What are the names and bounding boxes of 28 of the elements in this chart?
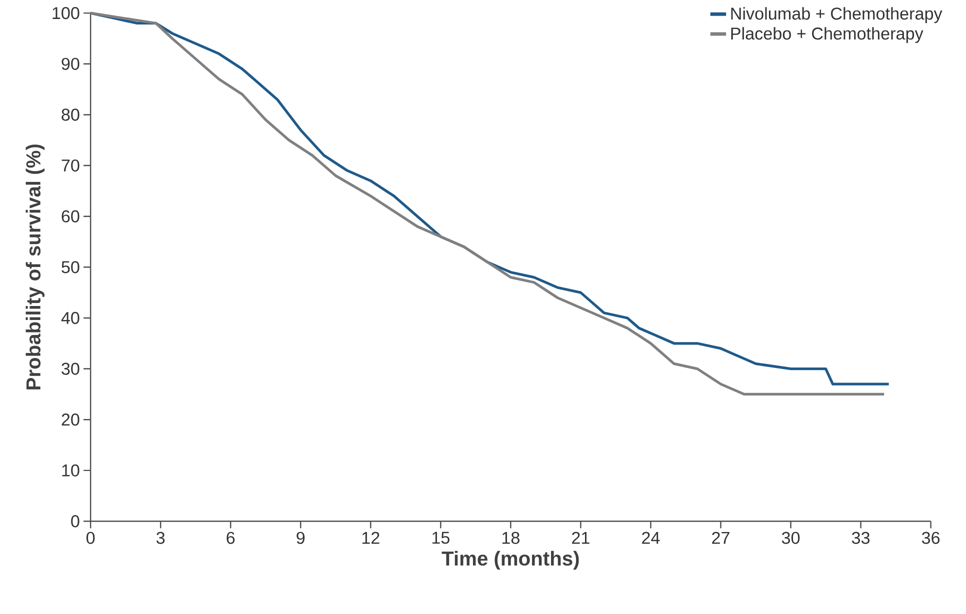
x-tick-label: 3 xyxy=(156,532,165,544)
y-tick-label: 40 xyxy=(61,312,80,324)
x-tick-label: 12 xyxy=(362,532,380,544)
y-tick-label: 50 xyxy=(62,261,80,274)
y-axis-title: Probability of survival (%) xyxy=(26,144,45,390)
y-tick-label: 100 xyxy=(52,7,80,20)
y-tick-label: 60 xyxy=(62,210,80,222)
x-tick-label: 9 xyxy=(296,532,305,544)
legend-label: Nivolumab + Chemotherapy xyxy=(731,7,942,24)
x-tick-label: 36 xyxy=(922,532,940,544)
x-tick-label: 30 xyxy=(782,532,800,544)
x-tick-label: 18 xyxy=(502,532,520,544)
x-tick-label: 6 xyxy=(226,532,235,544)
x-tick-label: 27 xyxy=(712,532,730,544)
y-tick-label: 20 xyxy=(62,414,80,426)
x-tick-label: 33 xyxy=(852,532,870,544)
y-tick-label: 10 xyxy=(62,464,80,477)
y-tick-label: 70 xyxy=(62,160,80,172)
y-tick-label: 0 xyxy=(71,515,80,528)
y-tick-label: 30 xyxy=(62,362,80,375)
legend-label: Placebo + Chemotherapy xyxy=(731,27,924,44)
y-tick-label: 80 xyxy=(62,108,80,121)
x-tick-label: 0 xyxy=(86,532,95,544)
x-tick-label: 15 xyxy=(432,532,450,544)
x-axis-title: Time (months) xyxy=(442,550,579,570)
y-tick-label: 90 xyxy=(62,58,80,70)
x-tick-label: 24 xyxy=(642,532,660,544)
x-tick-label: 21 xyxy=(572,532,590,544)
